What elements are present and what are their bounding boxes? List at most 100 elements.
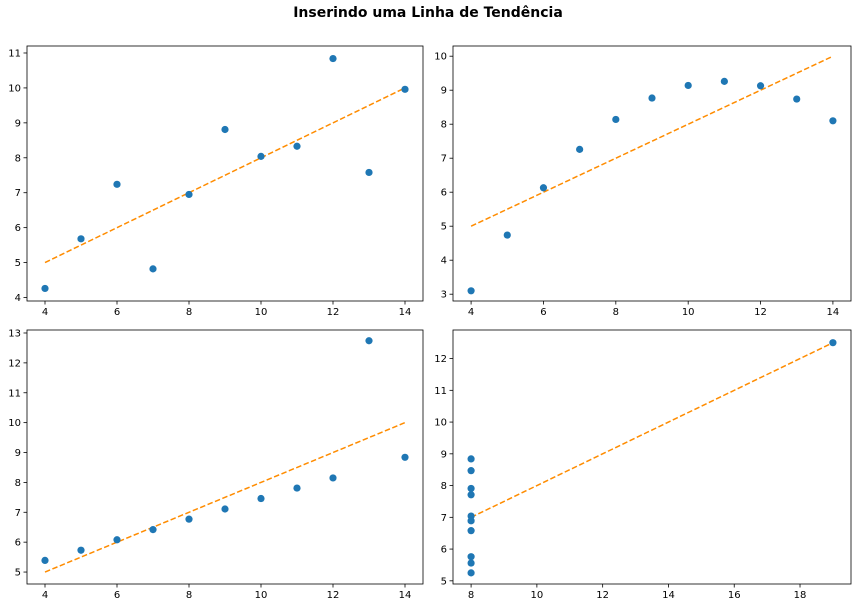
scatter-point xyxy=(113,180,121,188)
scatter-point xyxy=(648,94,656,102)
scatter-point xyxy=(113,536,121,544)
figure-title: Inserindo uma Linha de Tendência xyxy=(293,5,563,21)
subplot-2: 4 6 8 10 12 14 3 4 5 6 7 8 9 10 xyxy=(434,45,852,318)
y-tick-label: 5 xyxy=(15,258,21,269)
y-tick-label: 7 xyxy=(441,513,447,524)
scatter-point xyxy=(793,95,801,103)
x-tick-label: 8 xyxy=(468,590,474,601)
y-tick-label: 10 xyxy=(8,418,21,429)
x-tick-label: 8 xyxy=(186,307,192,318)
x-tick-label: 14 xyxy=(827,307,840,318)
trend-line xyxy=(44,421,406,573)
x-tick-label: 6 xyxy=(540,307,546,318)
y-tick-label: 7 xyxy=(15,188,21,199)
scatter-point xyxy=(612,115,620,124)
y-tick-label: 4 xyxy=(441,256,447,267)
scatter-point xyxy=(221,125,229,134)
y-tick-label: 12 xyxy=(434,354,447,365)
x-tick-label: 6 xyxy=(114,307,120,318)
x-tick-label: 14 xyxy=(399,307,412,318)
scatter-point xyxy=(77,546,85,554)
scatter-point xyxy=(467,527,475,535)
scatter-point xyxy=(467,559,475,567)
y-tick-label: 7 xyxy=(15,508,21,519)
y-tick-label: 6 xyxy=(15,223,21,234)
scatter-point xyxy=(41,556,49,564)
x-tick-label: 14 xyxy=(662,590,675,601)
axes-frame xyxy=(26,45,424,302)
y-tick-label: 3 xyxy=(441,290,447,301)
x-tick-label: 4 xyxy=(468,307,474,318)
scatter-point xyxy=(684,81,692,90)
y-tick-label: 5 xyxy=(441,222,447,233)
scatter-point xyxy=(257,152,265,160)
scatter-point xyxy=(576,145,584,153)
scatter-point xyxy=(467,569,475,577)
x-tick-label: 10 xyxy=(255,307,268,318)
scatter-point xyxy=(467,553,475,561)
y-tick-label: 9 xyxy=(15,448,21,459)
y-tick-label: 9 xyxy=(441,449,447,460)
y-tick-label: 8 xyxy=(441,481,447,492)
y-tick-label: 9 xyxy=(441,86,447,97)
scatter-point xyxy=(756,82,765,90)
y-tick-label: 10 xyxy=(8,83,21,94)
scatter-point xyxy=(185,190,193,199)
scatter-point xyxy=(41,284,49,293)
x-tick-label: 8 xyxy=(613,307,619,318)
scatter-point xyxy=(467,491,475,499)
scatter-point xyxy=(365,337,373,345)
scatter-point xyxy=(829,117,837,125)
y-tick-label: 5 xyxy=(15,568,21,579)
y-tick-label: 10 xyxy=(434,52,447,63)
trend-line xyxy=(470,342,834,519)
plot-area xyxy=(467,55,837,295)
scatter-point xyxy=(720,77,728,85)
scatter-point xyxy=(257,494,265,503)
scatter-point xyxy=(329,54,337,63)
y-tick-label: 12 xyxy=(8,358,21,369)
y-tick-label: 8 xyxy=(15,153,21,164)
trend-line xyxy=(470,55,834,227)
x-tick-label: 4 xyxy=(42,590,48,601)
scatter-point xyxy=(365,168,373,177)
x-tick-label: 10 xyxy=(682,307,695,318)
y-tick-label: 8 xyxy=(441,120,447,131)
y-tick-label: 10 xyxy=(434,418,447,429)
axes-frame xyxy=(26,329,424,585)
y-tick-label: 6 xyxy=(441,545,447,556)
x-tick-label: 10 xyxy=(531,590,544,601)
subplot-1: 4 6 8 10 12 14 4 5 6 7 8 9 10 11 xyxy=(8,45,424,318)
trend-line xyxy=(44,87,406,264)
x-tick-label: 18 xyxy=(794,590,807,601)
y-tick-label: 4 xyxy=(15,293,21,304)
x-tick-label: 6 xyxy=(114,590,120,601)
y-tick-label: 7 xyxy=(441,154,447,165)
y-tick-label: 9 xyxy=(15,118,21,129)
scatter-point xyxy=(293,484,301,492)
scatter-point xyxy=(467,455,475,463)
scatter-point xyxy=(539,184,548,192)
y-tick-label: 13 xyxy=(8,328,21,339)
plot-area xyxy=(467,339,837,577)
y-tick-label: 6 xyxy=(441,188,447,199)
scatter-point xyxy=(401,85,409,93)
x-tick-label: 10 xyxy=(255,590,268,601)
axes-frame xyxy=(452,329,852,585)
scatter-point xyxy=(185,515,193,523)
x-tick-label: 8 xyxy=(186,590,192,601)
y-tick-label: 6 xyxy=(15,538,21,549)
scatter-point xyxy=(293,142,301,150)
scatter-point xyxy=(77,235,85,243)
x-tick-label: 12 xyxy=(327,307,340,318)
y-tick-label: 11 xyxy=(434,386,447,397)
subplot-3: 4 6 8 10 12 14 5 6 7 8 9 10 11 12 13 xyxy=(8,328,424,601)
x-tick-label: 16 xyxy=(728,590,741,601)
x-tick-label: 4 xyxy=(42,307,48,318)
scatter-point xyxy=(467,517,475,525)
scatter-point xyxy=(149,265,157,273)
scatter-point xyxy=(149,526,157,534)
plot-area xyxy=(41,54,409,293)
scatter-point xyxy=(503,231,511,239)
